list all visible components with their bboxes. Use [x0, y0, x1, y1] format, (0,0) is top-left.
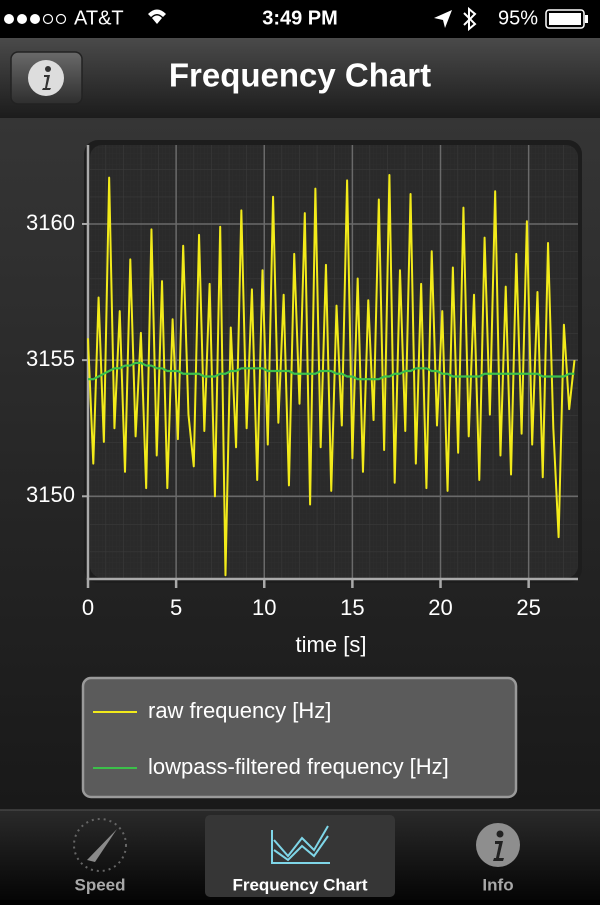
battery-percent: 95% [498, 7, 538, 29]
y-tick-label: 3150 [26, 482, 75, 507]
tab-highlight [205, 815, 395, 897]
x-tick-label: 0 [82, 595, 94, 620]
x-tick-label: 10 [252, 595, 276, 620]
location-icon [434, 10, 452, 28]
y-tick-label: 3160 [26, 210, 75, 235]
signal-icon [4, 13, 67, 25]
legend-entries: raw frequency [Hz] lowpass-filtered frequ… [93, 698, 449, 779]
y-tick-label: 3155 [26, 346, 75, 371]
data-line [87, 173, 576, 577]
legend-label: raw frequency [Hz] [148, 698, 331, 723]
info-button[interactable] [10, 51, 83, 105]
chart-icon [271, 825, 330, 864]
data-line [88, 361, 575, 381]
nav-bar [0, 38, 600, 118]
x-tick-label: 5 [170, 595, 182, 620]
nav-title: Frequency Chart [169, 57, 431, 94]
carrier: AT&T [74, 7, 124, 29]
info-icon [476, 823, 520, 867]
tab-label[interactable]: Speed [74, 875, 125, 894]
legend-label: lowpass-filtered frequency [Hz] [148, 754, 449, 779]
tab-label[interactable]: Frequency Chart [232, 875, 367, 894]
battery-icon [545, 9, 588, 29]
clock: 3:49 PM [262, 7, 338, 29]
chart: 3150 3155 3160 0 5 10 15 20 25 time [s] [26, 145, 578, 657]
tabs: Speed Frequency Chart Info [74, 875, 513, 894]
bluetooth-icon [463, 6, 477, 32]
status-bar [0, 0, 600, 38]
x-tick-label: 15 [340, 595, 364, 620]
x-tick-label: 20 [428, 595, 452, 620]
x-axis-label: time [s] [296, 632, 367, 657]
tab-label[interactable]: Info [482, 875, 513, 894]
speed-icon [73, 818, 127, 872]
x-tick-label: 25 [516, 595, 540, 620]
wifi-icon [148, 9, 166, 24]
legend [81, 676, 518, 799]
